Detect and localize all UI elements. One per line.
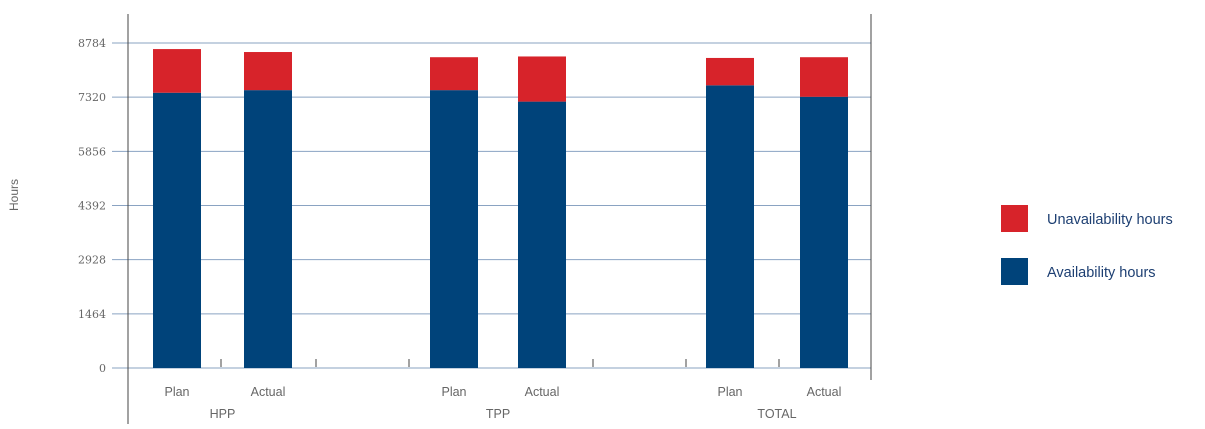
bar-availability-2 bbox=[430, 90, 478, 368]
y-axis-title: Hours bbox=[7, 179, 21, 211]
x-category-label: Plan bbox=[717, 385, 742, 399]
x-category-label: Actual bbox=[251, 385, 286, 399]
bar-unavailability-4 bbox=[706, 57, 754, 86]
x-category-label: Actual bbox=[525, 385, 560, 399]
legend-swatch-1 bbox=[1001, 258, 1028, 285]
y-tick-label: 4392 bbox=[78, 200, 106, 213]
axis-layer bbox=[127, 14, 872, 424]
bar-availability-5 bbox=[800, 96, 848, 368]
x-group-label: TOTAL bbox=[757, 407, 796, 421]
x-group-label: TPP bbox=[486, 407, 510, 421]
legend: Unavailability hours Availability hours bbox=[1001, 205, 1173, 285]
grid-layer bbox=[112, 42, 871, 369]
bar-availability-0 bbox=[153, 92, 201, 368]
x-group-label: HPP bbox=[210, 407, 236, 421]
y-tick-label: 5856 bbox=[78, 145, 106, 158]
y-tick-label: 7320 bbox=[78, 91, 106, 104]
bar-unavailability-5 bbox=[800, 57, 848, 97]
legend-label-1: Availability hours bbox=[1047, 265, 1156, 281]
x-category-label: Plan bbox=[164, 385, 189, 399]
bar-availability-3 bbox=[518, 101, 566, 368]
y-tick-label: 0 bbox=[99, 362, 106, 375]
label-layer: 0 1464 2928 4392 5856 7320 8784 Plan Actual Plan A… bbox=[78, 37, 841, 421]
bar-unavailability-2 bbox=[430, 57, 478, 91]
bar-unavailability-1 bbox=[244, 52, 292, 91]
x-category-label: Actual bbox=[807, 385, 842, 399]
legend-label-0: Unavailability hours bbox=[1047, 212, 1173, 228]
y-tick-label: 8784 bbox=[78, 37, 106, 50]
x-category-label: Plan bbox=[441, 385, 466, 399]
y-tick-label: 2928 bbox=[78, 254, 106, 267]
bar-layer bbox=[153, 49, 848, 368]
legend-swatch-0 bbox=[1001, 205, 1028, 232]
bar-unavailability-0 bbox=[153, 49, 201, 93]
bar-availability-1 bbox=[244, 90, 292, 368]
bar-unavailability-3 bbox=[518, 56, 566, 102]
bar-availability-4 bbox=[706, 85, 754, 368]
y-tick-label: 1464 bbox=[78, 308, 106, 321]
